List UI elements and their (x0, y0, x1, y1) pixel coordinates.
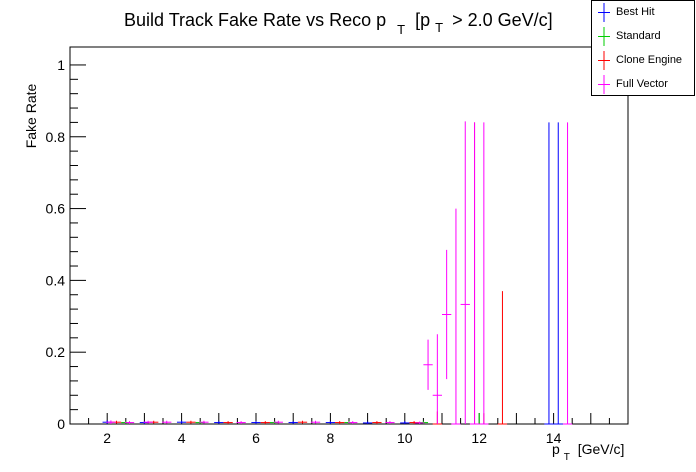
legend-marker-standard (598, 27, 610, 46)
title-main: Build Track Fake Rate vs Reco p (124, 10, 386, 30)
series-clone-engine (111, 122, 508, 425)
legend-label-clone-engine: Clone Engine (616, 54, 683, 66)
title-bracket-pre: [p (415, 10, 430, 30)
axes: 2 4 6 8 10 12 14 0 0.2 0.4 0.6 0.8 1 (46, 57, 610, 446)
series-full-vector (106, 121, 573, 425)
x-axis-label-main: p (552, 441, 560, 457)
data-marks (102, 121, 573, 425)
x-tick-label: 8 (327, 430, 335, 446)
x-axis-label-sub: T (564, 452, 570, 463)
y-tick-label: 0 (57, 416, 65, 432)
legend-marker-clone-engine (598, 51, 610, 70)
legend: Best Hit Standard Clone Engine Full Vect… (591, 0, 695, 96)
legend-label-standard: Standard (616, 30, 661, 42)
y-tick-label: 0.2 (46, 344, 66, 360)
y-tick-label: 1 (57, 57, 65, 73)
y-tick-label: 0.8 (46, 129, 66, 145)
title-bracket-sub: T (435, 20, 443, 35)
legend-label-full-vector: Full Vector (616, 78, 668, 90)
x-tick-label: 4 (178, 430, 186, 446)
chart-title: Build Track Fake Rate vs Reco p T [p T >… (124, 10, 553, 38)
x-tick-label: 10 (397, 430, 413, 446)
legend-marker-full-vector (598, 75, 610, 94)
y-axis-label: Fake Rate (23, 83, 39, 148)
legend-item-full-vector: Full Vector (592, 73, 696, 96)
legend-item-clone-engine: Clone Engine (592, 49, 696, 72)
legend-label-best-hit: Best Hit (616, 6, 655, 18)
y-tick-label: 0.4 (46, 272, 66, 288)
y-tick-label: 0.6 (46, 201, 66, 217)
x-tick-label: 12 (471, 430, 487, 446)
x-tick-label: 14 (546, 430, 562, 446)
legend-marker-best-hit (598, 3, 610, 22)
plot-frame (69, 46, 629, 425)
series-best-hit (102, 122, 563, 425)
title-main-sub: T (397, 22, 405, 37)
x-axis-label: p T [GeV/c] (552, 441, 624, 463)
title-bracket-post: > 2.0 GeV/c] (452, 10, 553, 30)
legend-item-best-hit: Best Hit (592, 1, 696, 24)
legend-item-standard: Standard (592, 25, 696, 48)
x-axis-label-unit: [GeV/c] (578, 441, 625, 457)
x-tick-label: 2 (103, 430, 111, 446)
x-tick-label: 6 (252, 430, 260, 446)
